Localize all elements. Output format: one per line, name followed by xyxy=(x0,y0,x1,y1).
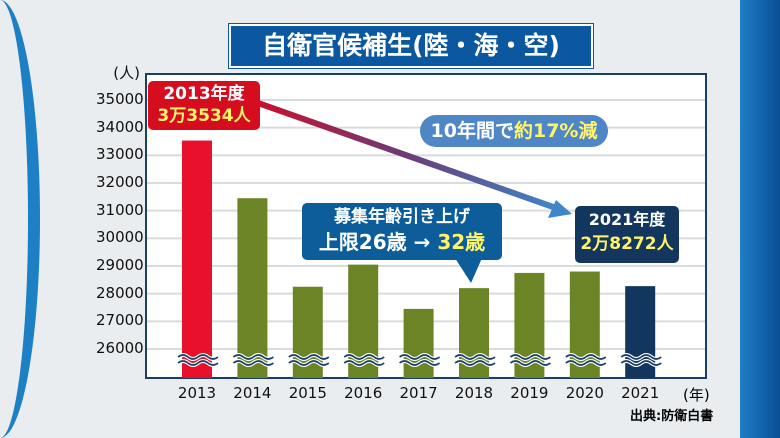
y-tick-label: 29000 xyxy=(96,256,144,274)
axis-break-mark xyxy=(343,354,385,360)
y-tick-label: 34000 xyxy=(96,117,144,136)
end-label-year: 2021年度 xyxy=(588,210,666,229)
callout-line1: 募集年齢引き上げ xyxy=(334,207,470,227)
axis-break-mark xyxy=(454,354,496,360)
y-tick-label: 30000 xyxy=(96,228,144,247)
callout-line2: 上限26歳 → xyxy=(318,230,431,254)
y-tick-label: 32000 xyxy=(96,173,144,191)
start-label-value: 3万3534人 xyxy=(157,106,251,126)
axis-break-mark xyxy=(343,360,385,366)
axis-break-mark xyxy=(232,360,274,366)
axis-break-mark xyxy=(620,360,662,366)
trend-arrow-head xyxy=(548,200,572,218)
y-tick-label: 28000 xyxy=(96,283,144,302)
y-axis-unit: (人) xyxy=(113,64,140,82)
callout-highlight: 32歳 xyxy=(437,230,486,254)
axis-break-mark xyxy=(509,360,551,366)
x-tick-label: 2016 xyxy=(344,384,383,402)
x-tick-label: 2017 xyxy=(399,384,438,402)
axis-break-mark xyxy=(288,360,330,366)
start-label-year: 2013年度 xyxy=(163,84,245,104)
x-tick-label: 2019 xyxy=(510,384,549,402)
y-tick-label: 26000 xyxy=(96,339,144,357)
change-label: 10年間で約17%減 xyxy=(420,115,608,147)
start-label: 2013年度 3万3534人 xyxy=(148,81,260,130)
y-tick-label: 31000 xyxy=(96,200,144,219)
chart-title: 自衛官候補生(陸・海・空) xyxy=(229,24,593,68)
y-tick-label: 33000 xyxy=(96,145,144,164)
axis-break-mark xyxy=(454,360,496,366)
callout-box: 募集年齢引き上げ 上限26歳 → 32歳 xyxy=(302,203,502,260)
axis-break-mark xyxy=(399,354,441,360)
axis-break-mark xyxy=(232,354,274,360)
x-tick-label: 2013 xyxy=(177,384,217,402)
change-prefix: 10年間で xyxy=(430,120,514,142)
callout-pointer xyxy=(455,258,482,283)
change-highlight: 約17%減 xyxy=(513,120,598,142)
bar-2013 xyxy=(182,140,212,378)
axis-break-mark xyxy=(509,354,551,360)
end-label-value: 2万8272人 xyxy=(580,234,674,254)
y-tick-label: 35000 xyxy=(96,90,144,108)
x-tick-label: 2015 xyxy=(288,384,327,402)
axis-break-mark xyxy=(620,354,662,360)
end-label: 2021年度 2万8272人 xyxy=(575,206,679,263)
x-tick-label: 2014 xyxy=(233,384,272,402)
source-note: 出典:防衛白書 xyxy=(630,409,714,424)
axis-break-mark xyxy=(288,354,330,360)
x-tick-label: 2021 xyxy=(621,384,660,402)
x-tick-label: 2018 xyxy=(454,384,494,402)
bar-2014 xyxy=(237,198,268,378)
x-axis-unit: (年) xyxy=(683,386,710,404)
y-tick-label: 27000 xyxy=(96,311,144,330)
axis-break-mark xyxy=(177,354,219,360)
background-swoosh-right xyxy=(740,0,780,438)
axis-break-mark xyxy=(399,360,441,366)
axis-break-mark xyxy=(565,354,607,360)
trend-arrow-line xyxy=(257,100,557,211)
bar-2017 xyxy=(403,308,434,378)
axis-break-mark xyxy=(177,360,219,366)
x-tick-label: 2020 xyxy=(565,384,604,402)
axis-break-mark xyxy=(565,360,607,366)
